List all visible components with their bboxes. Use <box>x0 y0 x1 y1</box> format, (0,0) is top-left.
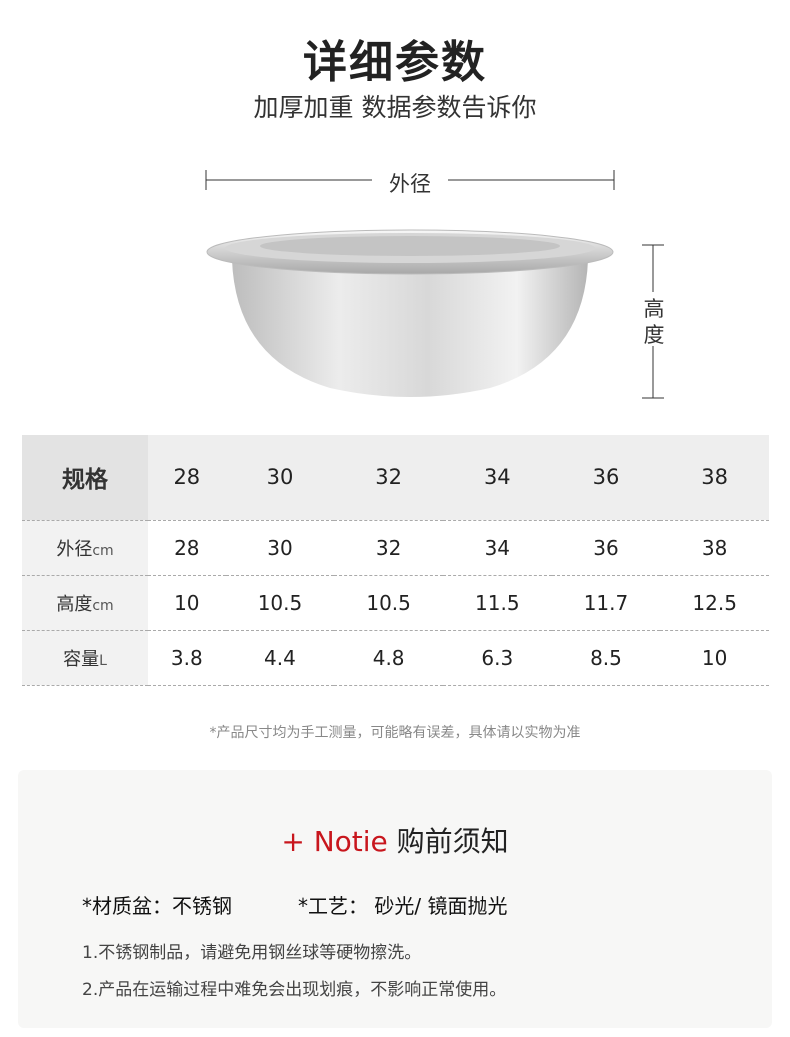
bowl-inner-bottom <box>260 236 560 256</box>
cell: 32 <box>334 520 443 576</box>
row-label: 容量L <box>22 630 148 686</box>
cell: 11.5 <box>442 575 552 631</box>
header-cell: 36 <box>551 435 661 521</box>
note-item: 2.产品在运输过程中难免会出现划痕，不影响正常使用。 <box>82 980 507 1000</box>
header-cell: 30 <box>225 435 335 521</box>
cell: 30 <box>225 520 335 576</box>
cell: 6.3 <box>442 630 552 686</box>
footnote: *产品尺寸均为手工测量，可能略有误差，具体请以实物为准 <box>209 725 581 741</box>
notice-title: + Notie 购前须知 <box>281 825 509 858</box>
cell: 10.5 <box>225 575 335 631</box>
cell: 38 <box>660 520 769 576</box>
cell: 4.4 <box>225 630 335 686</box>
cell: 4.8 <box>334 630 443 686</box>
table-row: 外径cm 28 30 32 34 36 38 <box>22 520 769 576</box>
cell: 11.7 <box>551 575 661 631</box>
spec-table: 规格 28 30 32 34 36 38 外径cm 28 30 32 34 36… <box>22 435 769 686</box>
header-cell: 34 <box>442 435 552 521</box>
row-label: 高度cm <box>22 575 148 631</box>
header-cell: 28 <box>148 435 226 521</box>
note-item: 1.不锈钢制品，请避免用钢丝球等硬物擦洗。 <box>82 943 422 963</box>
height-dimension-line <box>642 244 664 399</box>
header-cell: 38 <box>660 435 769 521</box>
cell: 36 <box>551 520 661 576</box>
bowl-diagram <box>205 170 664 399</box>
cell: 12.5 <box>660 575 769 631</box>
page-title: 详细参数 <box>303 37 487 88</box>
cell: 34 <box>442 520 552 576</box>
cell: 3.8 <box>148 630 226 686</box>
height-label: 高度 <box>643 297 665 347</box>
bowl-body <box>232 260 588 397</box>
table-row: 容量L 3.8 4.4 4.8 6.3 8.5 10 <box>22 630 769 686</box>
diameter-label: 外径 <box>389 172 431 196</box>
cell: 10.5 <box>334 575 443 631</box>
cell: 28 <box>148 520 226 576</box>
row-label: 外径cm <box>22 520 148 576</box>
table-row: 高度cm 10 10.5 10.5 11.5 11.7 12.5 <box>22 575 769 631</box>
notice-panel: + Notie 购前须知 *材质盆：不锈钢 *工艺： 砂光/ 镜面抛光 1.不锈… <box>18 770 772 1028</box>
header-label: 规格 <box>22 435 148 521</box>
cell: 10 <box>660 630 769 686</box>
cell: 10 <box>148 575 226 631</box>
diameter-dimension-line <box>205 170 615 190</box>
page-subtitle: 加厚加重 数据参数告诉你 <box>253 93 537 122</box>
craft-info: *工艺： 砂光/ 镜面抛光 <box>298 894 508 918</box>
material-info: *材质盆：不锈钢 <box>82 894 232 918</box>
cell: 8.5 <box>551 630 661 686</box>
table-header-row: 规格 28 30 32 34 36 38 <box>22 435 769 521</box>
header-cell: 32 <box>334 435 443 521</box>
